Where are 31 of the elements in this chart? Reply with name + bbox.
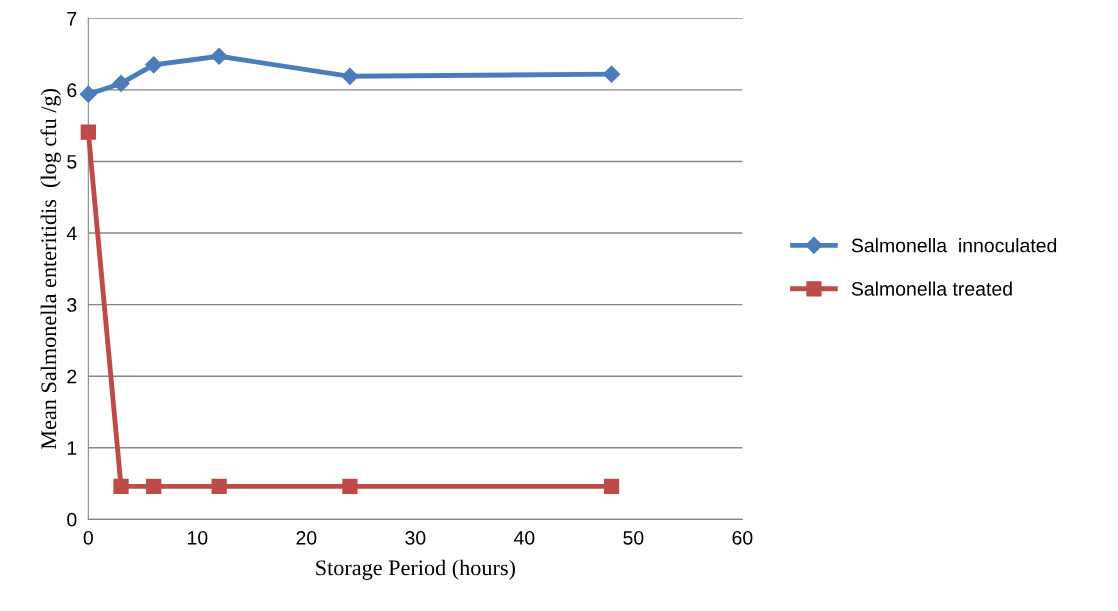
point <box>211 478 227 495</box>
x-tick-label: 20 <box>296 530 317 545</box>
y-tick-label: 3 <box>67 298 77 312</box>
point <box>145 56 163 74</box>
y-tick-label: 5 <box>67 155 77 169</box>
x-tick-label: 60 <box>732 530 753 545</box>
x-tick-label: 0 <box>83 530 93 545</box>
point <box>80 124 96 140</box>
y-tick-label: 4 <box>66 226 77 241</box>
x-axis-title: Storage Period (hours) <box>316 559 515 580</box>
legend-label: Salmonella treated <box>851 281 1012 296</box>
x-tick-label: 50 <box>623 530 644 545</box>
point <box>342 478 358 495</box>
x-tick-label: 40 <box>513 530 535 545</box>
point <box>146 478 162 495</box>
x-tick-label: 30 <box>405 530 426 545</box>
y-tick-label: 2 <box>67 369 77 384</box>
point <box>112 74 130 93</box>
point <box>79 85 97 103</box>
point <box>603 478 620 495</box>
y-tick-label: 6 <box>67 83 77 98</box>
x-tick-label: 10 <box>188 530 208 545</box>
y-axis-title: Mean Salmonella enteritidis (log cfu /g) <box>40 89 61 450</box>
y-tick-label: 7 <box>67 12 77 26</box>
y-tick-label: 1 <box>67 441 77 455</box>
point <box>341 67 359 85</box>
legend-label: Salmonella innoculated <box>851 238 1057 253</box>
point <box>210 47 228 65</box>
point <box>113 478 129 495</box>
point <box>602 65 621 83</box>
y-tick-label: 0 <box>67 512 77 527</box>
